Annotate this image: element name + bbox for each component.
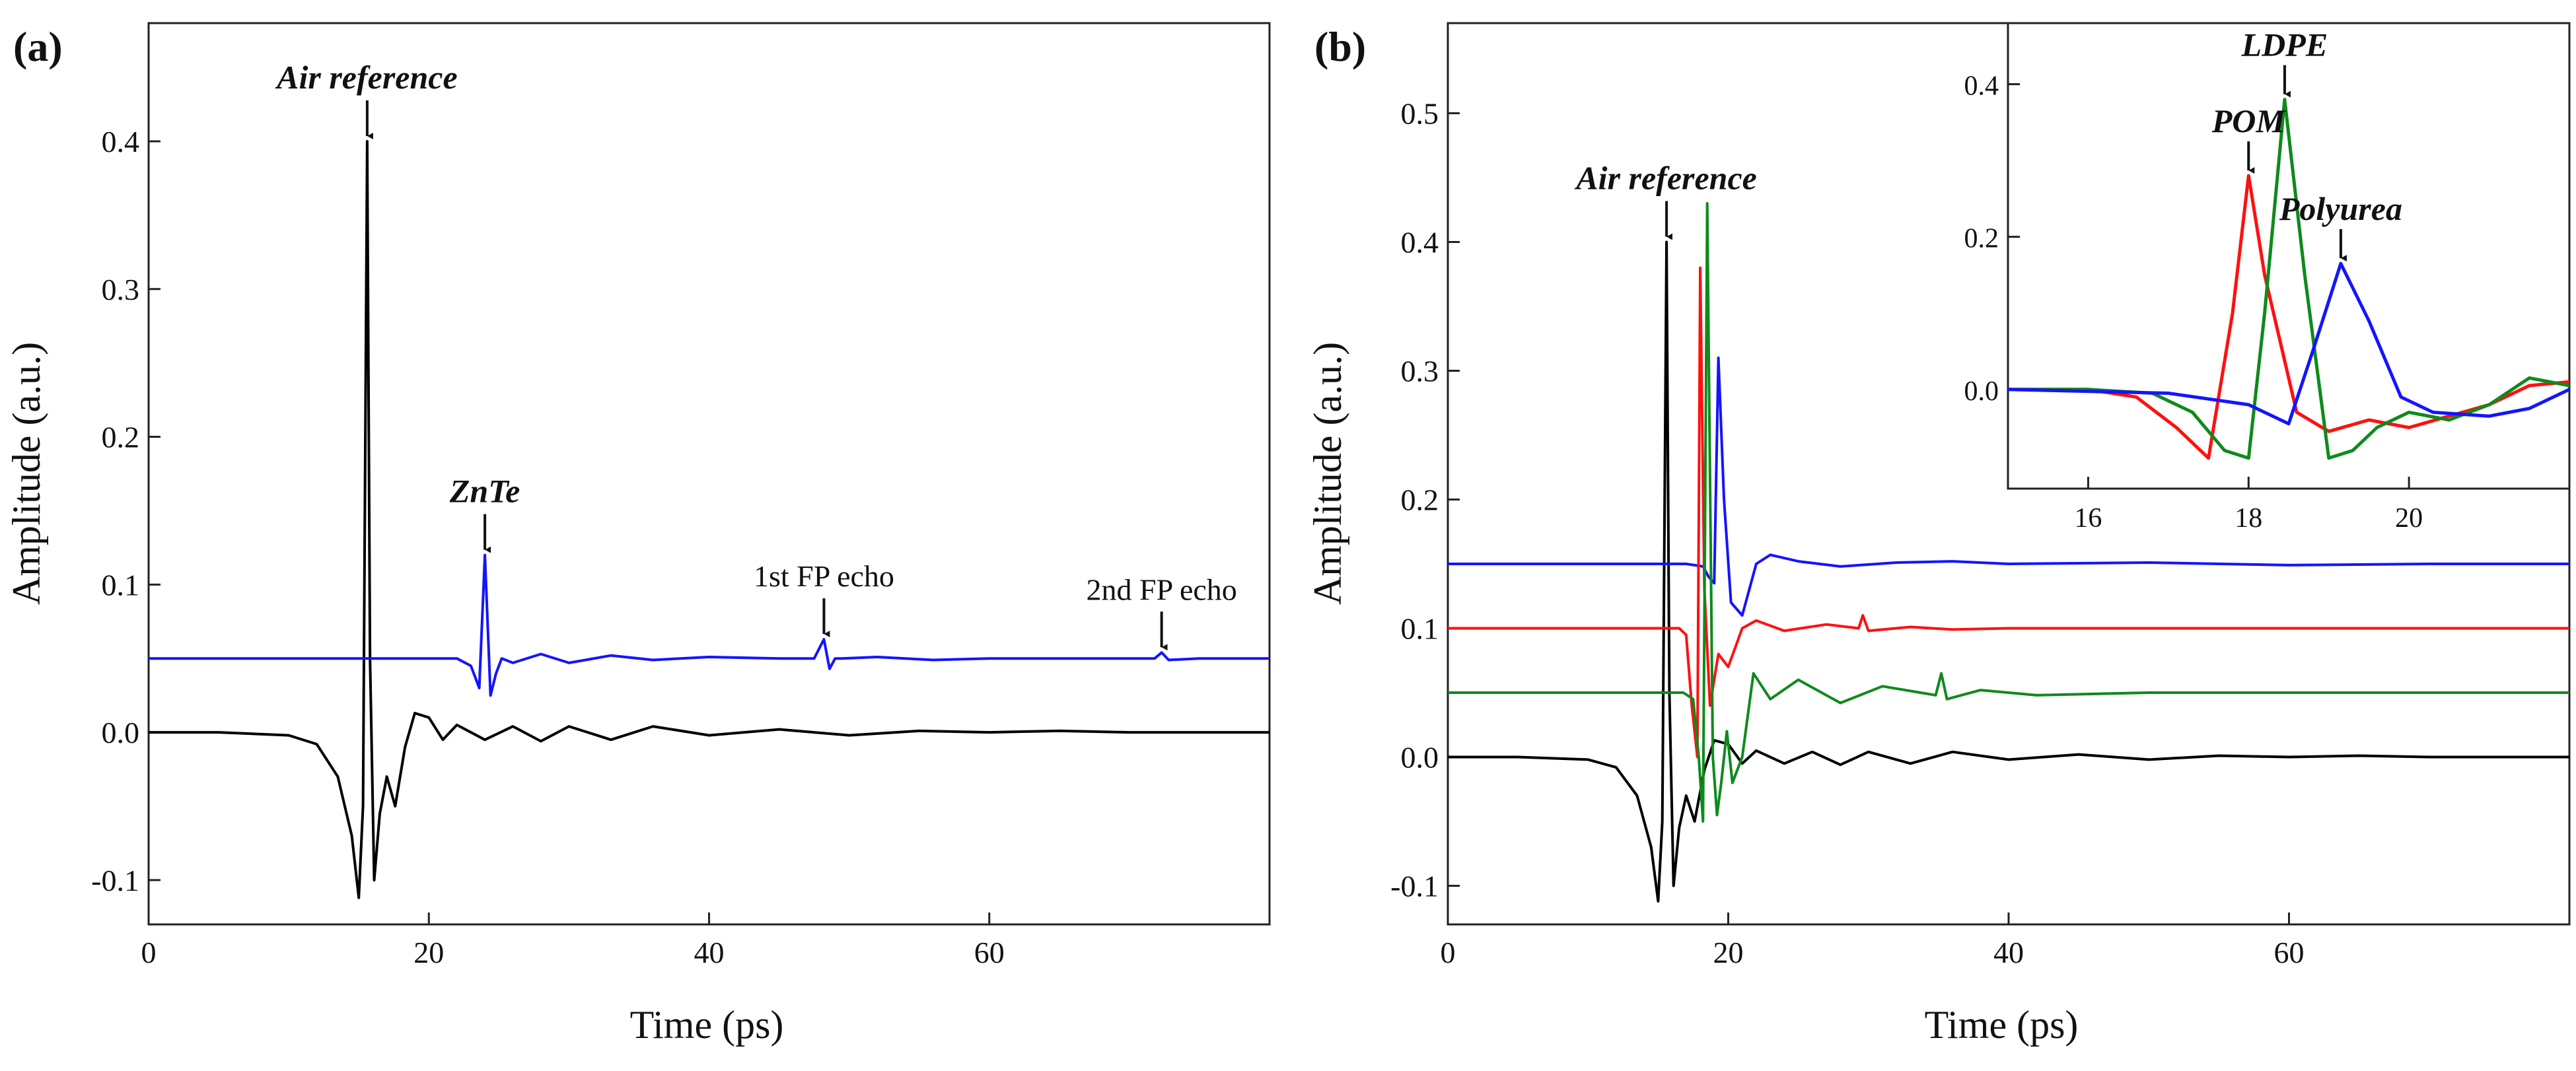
panel-b-series-green: [1448, 202, 2569, 823]
panel-a-ticks: 0 20 40 60 -0.1 0.0 0.1 0.2 0.3 0.4: [91, 125, 1005, 969]
panel-a-y-tick-label: 0.0: [102, 716, 140, 749]
panel-b-y-axis-title: Amplitude (a.u.): [1306, 342, 1349, 605]
inset-annotation-label: POM: [2211, 102, 2287, 139]
panel-b-inset: 16 18 20 0.0 0.2 0.4 POM LDPE Polyurea: [1964, 22, 2571, 534]
inset-x-tick-label: 18: [2235, 503, 2262, 534]
panel-b-series: [1448, 202, 2569, 903]
panel-a-series-blue: [149, 553, 1270, 697]
inset-x-tick-label: 20: [2395, 503, 2423, 534]
panel-a-y-tick-label: 0.4: [102, 125, 140, 158]
panel-b-y-tick-label: 0.0: [1401, 741, 1439, 775]
panel-a-y-tick-label: 0.1: [102, 568, 140, 602]
panel-a-annotations: Air reference ZnTe 1st FP echo 2nd FP echo: [275, 59, 1237, 651]
panel-a-x-axis-title: Time (ps): [630, 1003, 784, 1047]
panel-b-y-tick-label: 0.1: [1401, 612, 1439, 646]
panel-a: (a) 0 20 40 60 -0.1 0.0 0.1 0.2 0.3 0.4 Air refer…: [5, 22, 1271, 1047]
panel-b-annotations: Air reference: [1574, 160, 1757, 240]
panel-a-y-tick-label: -0.1: [91, 864, 139, 897]
panel-b-label: (b): [1314, 23, 1366, 70]
inset-annotation-label: Polyurea: [2279, 190, 2402, 227]
panel-b-y-tick-label: 0.5: [1401, 97, 1439, 131]
panel-b-y-tick-label: 0.4: [1401, 226, 1439, 259]
panel-a-annotation-label: Air reference: [275, 59, 458, 96]
inset-y-tick-label: 0.0: [1964, 376, 1999, 407]
panel-b-y-tick-label: 0.3: [1401, 355, 1439, 388]
panel-a-x-tick-label: 60: [974, 936, 1005, 969]
inset-y-tick-label: 0.2: [1964, 224, 1999, 254]
inset-series-blue: [2007, 261, 2571, 426]
panel-b-y-tick-label: 0.2: [1401, 483, 1439, 517]
panel-b: (b) 0 20 40 60 -0.1 0.0 0.1 0.2 0.3 0.4 0.5 Air re…: [1306, 22, 2571, 1047]
panel-a-x-tick-label: 20: [413, 936, 444, 969]
panel-b-x-tick-label: 20: [1713, 936, 1744, 969]
inset-series: [2007, 98, 2571, 460]
panel-b-series-red: [1448, 266, 2569, 759]
inset-y-tick-label: 0.4: [1964, 71, 1999, 101]
panel-b-series-black: [1448, 240, 2569, 903]
panel-a-y-tick-label: 0.2: [102, 421, 140, 454]
panel-b-x-tick-label: 0: [1441, 936, 1456, 969]
panel-b-y-tick-label: -0.1: [1390, 870, 1439, 903]
panel-a-plot-frame: [147, 22, 1271, 926]
panel-a-x-tick-label: 0: [141, 936, 157, 969]
panel-a-annotation-label: 1st FP echo: [754, 559, 894, 593]
panel-a-label: (a): [13, 23, 63, 70]
inset-ticks: 16 18 20 0.0 0.2 0.4: [1964, 71, 2423, 534]
panel-a-annotation-label: 2nd FP echo: [1087, 572, 1237, 606]
panel-a-series: [149, 140, 1270, 899]
panel-a-y-tick-label: 0.3: [102, 273, 140, 306]
inset-series-red: [2008, 174, 2570, 460]
panel-b-ticks: 0 20 40 60 -0.1 0.0 0.1 0.2 0.3 0.4 0.5: [1390, 97, 2304, 970]
inset-annotation-label: LDPE: [2241, 26, 2328, 63]
panel-a-annotation-label: ZnTe: [449, 473, 520, 510]
panel-b-annotation-label: Air reference: [1574, 160, 1757, 197]
panel-a-x-tick-label: 40: [694, 936, 725, 969]
panel-b-x-axis-title: Time (ps): [1925, 1003, 2079, 1047]
inset-x-tick-label: 16: [2074, 503, 2102, 534]
panel-a-y-axis-title: Amplitude (a.u.): [5, 342, 48, 605]
panel-a-series-black: [149, 140, 1270, 899]
panel-b-x-tick-label: 60: [2274, 936, 2305, 969]
panel-b-x-tick-label: 40: [1993, 936, 2024, 969]
inset-annotations: POM LDPE Polyurea: [2211, 26, 2402, 262]
